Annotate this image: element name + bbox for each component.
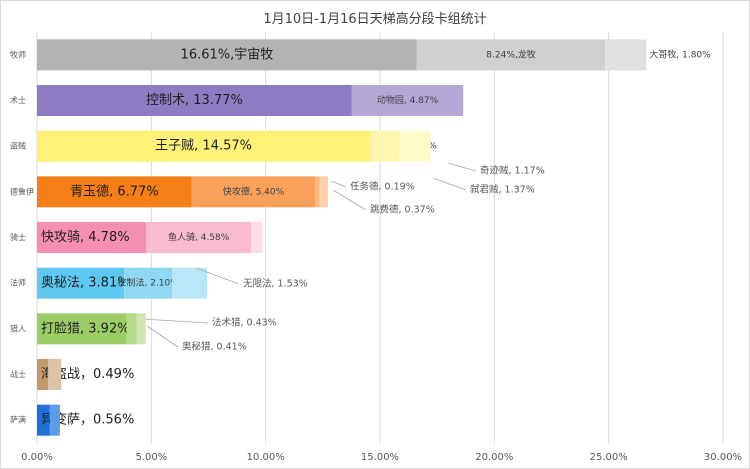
chart-title: 1月10日-1月16日天梯高分段卡组统计 — [263, 12, 487, 27]
bar-segment — [351, 85, 464, 116]
data-label: 快攻德, 5.40% — [223, 185, 285, 197]
category-label: 猎人 — [10, 323, 26, 333]
leader-line — [332, 189, 367, 211]
bar-segment — [319, 176, 329, 208]
data-label: 大哥牧, 1.80% — [649, 48, 711, 60]
data-label: 无限法, 1.53% — [243, 278, 308, 290]
bar-segment — [37, 267, 125, 299]
bar-segment — [416, 39, 606, 71]
data-label: 动物园, 4.87% — [377, 94, 439, 106]
data-label: 海盗战，0.49% — [41, 366, 134, 382]
bar-segment — [37, 176, 192, 208]
category-label: 法师 — [10, 278, 26, 288]
x-tick-label: 10.00% — [247, 452, 285, 463]
leader-line — [146, 325, 179, 348]
bar-segment — [49, 404, 60, 436]
leader-line — [447, 162, 477, 172]
bar-segment — [146, 222, 252, 253]
bar-segment — [37, 313, 127, 345]
bar-segment — [172, 267, 208, 299]
data-label: 打脸猎, 3.92% — [41, 321, 130, 336]
bar-segment — [372, 130, 400, 162]
category-label: 萨满 — [10, 415, 26, 425]
bar-segment — [37, 222, 147, 253]
data-label: 奇迹贼, 1.17% — [480, 165, 545, 177]
category-label: 术士 — [10, 95, 26, 105]
bar-segment — [37, 85, 352, 116]
data-label: 控制法, 2.10% — [117, 277, 179, 289]
x-tick-label: 0.00% — [21, 452, 53, 463]
bar-segment — [315, 176, 320, 208]
bar-segment — [37, 359, 49, 390]
category-label: 牧师 — [10, 49, 26, 59]
bar-segment — [191, 176, 316, 208]
category-label: 战士 — [10, 369, 26, 379]
bar-segment — [370, 130, 373, 162]
x-tick-label: 15.00% — [361, 452, 399, 463]
data-label: 跳费德, 0.37% — [370, 204, 435, 216]
data-label: 任务德, 0.19% — [350, 181, 415, 193]
data-label: 控制术, 13.77% — [146, 93, 243, 108]
bar-segment — [37, 404, 50, 436]
data-label: 奥秘猎, 0.41% — [182, 341, 247, 353]
category-label: 骑士 — [10, 232, 26, 242]
bar-segment — [399, 130, 431, 162]
leader-line — [432, 177, 467, 191]
bar-segment — [251, 222, 263, 253]
bar-segment — [48, 359, 62, 390]
bar-segment — [37, 39, 417, 71]
data-label: 16.61%,宇宙牧 — [181, 47, 274, 62]
data-label: 青玉德, 6.77% — [70, 184, 159, 199]
leader-line — [141, 318, 209, 324]
x-tick-label: 30.00% — [704, 452, 742, 463]
x-tick-label: 25.00% — [590, 452, 628, 463]
data-label: 鱼人骑, 4.58% — [168, 231, 230, 243]
bar-segment — [126, 313, 137, 345]
category-label: 盗贼 — [10, 141, 26, 151]
category-label: 德鲁伊 — [10, 186, 34, 196]
leader-line — [195, 267, 240, 285]
data-label: 法术猎, 0.43% — [212, 317, 277, 329]
leader-line — [330, 180, 347, 188]
x-tick-label: 5.00% — [135, 452, 167, 463]
data-label: 弑君贼, 1.37% — [470, 184, 535, 196]
x-tick-label: 20.00% — [475, 452, 513, 463]
bar-segment — [605, 39, 647, 71]
data-label: 异变萨，0.56% — [41, 412, 134, 428]
data-label: 王子贼, 14.57% — [155, 139, 252, 154]
data-label: 快攻骑, 4.78% — [41, 230, 130, 245]
bar-segment — [37, 130, 371, 162]
data-label: 8.24%,龙牧 — [486, 48, 535, 60]
bar-segment — [124, 267, 173, 299]
data-label: 奥秘法, 3.81% — [41, 276, 130, 291]
bar-segment — [136, 313, 146, 345]
